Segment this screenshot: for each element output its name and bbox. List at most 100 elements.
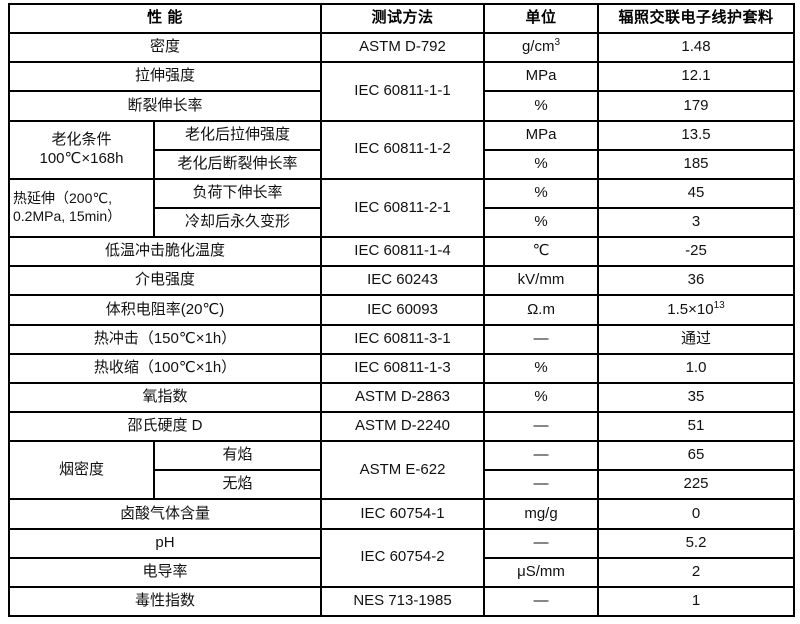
unit-cell: g/cm3 [483,32,600,64]
value-cell: 1.0 [597,352,796,384]
property-cell: 热冲击（150℃×1h） [7,323,323,355]
property-cell: 热收缩（100℃×1h） [7,352,323,384]
table-row: 电导率 μS/mm 2 [7,556,796,588]
value-cell: 1.5×1013 [597,294,796,326]
property-cell: 冷却后永久变形 [152,206,323,239]
method-cell: IEC 60811-1-1 [320,61,486,122]
property-cell: 老化后拉伸强度 [152,119,323,151]
property-cell: 电导率 [7,556,323,588]
method-cell: IEC 60811-3-1 [320,323,486,355]
value-cell: 13.5 [597,119,796,151]
properties-table: 性 能 测试方法 单位 辐照交联电子线护套料 密度 ASTM D-792 g/c… [7,2,796,618]
method-cell: IEC 60811-1-4 [320,236,486,268]
value-cell: 65 [597,440,796,472]
unit-cell: % [483,381,600,413]
value-cell: 1 [597,585,796,618]
group-label-line2: 0.2MPa, 15min） [13,207,122,224]
property-cell: 卤酸气体含量 [7,498,323,530]
unit-cell: — [483,440,600,472]
value-cell: 2 [597,556,796,588]
table-row: 毒性指数 NES 713-1985 — 1 [7,585,796,618]
value-cell: 12.1 [597,61,796,93]
table-row: 热冲击（150℃×1h） IEC 60811-3-1 — 通过 [7,323,796,355]
unit-superscript: 3 [554,37,561,49]
method-cell: IEC 60243 [320,265,486,297]
table-row: 断裂伸长率 % 179 [7,90,796,122]
unit-cell: ℃ [483,236,600,268]
unit-cell: % [483,90,600,122]
unit-cell: kV/mm [483,265,600,297]
unit-cell: Ω.m [483,294,600,326]
unit-base: g/cm [521,38,555,56]
unit-cell: μS/mm [483,556,600,588]
value-cell: 通过 [597,323,796,355]
table-row: 老化条件 100℃×168h 老化后拉伸强度 IEC 60811-1-2 MPa… [8,119,796,180]
method-cell: ASTM D-2863 [320,381,486,413]
value-cell: 3 [597,206,796,239]
property-cell: 拉伸强度 [7,61,323,93]
property-cell: 密度 [7,32,323,64]
method-cell: IEC 60811-1-2 [320,119,486,180]
table-row: 拉伸强度 IEC 60811-1-1 MPa 12.1 [7,61,796,122]
method-cell: IEC 60811-1-3 [320,352,486,384]
value-cell: 185 [597,148,796,180]
group-label-line1: 老化条件 [51,130,112,148]
property-cell: 负荷下伸长率 [152,177,323,209]
table-row: 氧指数 ASTM D-2863 % 35 [7,381,796,413]
unit-cell: — [483,323,600,355]
property-cell: 氧指数 [7,381,323,413]
table-row: 无焰 — 225 [9,469,796,501]
group-cell-aging: 老化条件 100℃×168h [8,119,155,180]
value-cell: 5.2 [597,527,796,559]
method-cell: IEC 60093 [320,294,486,326]
group-label-line2: 100℃×168h [39,149,124,167]
group-label-line1: 热延伸（200℃, [13,190,112,207]
method-cell: IEC 60811-2-1 [320,177,486,239]
unit-cell: MPa [483,61,600,93]
group-cell-hot-set: 热延伸（200℃, 0.2MPa, 15min） [8,177,155,239]
unit-cell: — [483,527,600,559]
method-cell: ASTM D-792 [320,32,486,64]
value-cell: 225 [597,469,796,501]
value-cell: 35 [597,381,796,413]
method-cell: IEC 60754-2 [320,527,486,588]
method-cell: ASTM E-622 [320,440,486,501]
table-row: 老化后断裂伸长率 % 185 [9,148,796,180]
col-header-method: 测试方法 [320,2,486,35]
value-cell: 1.48 [597,32,796,64]
unit-cell: % [483,206,600,239]
unit-cell: — [483,469,600,501]
table-row: 密度 ASTM D-792 g/cm3 1.48 [7,32,796,64]
table-row: 体积电阻率(20℃) IEC 60093 Ω.m 1.5×1013 [7,294,796,326]
unit-cell: % [483,148,600,180]
table-row: 冷却后永久变形 % 3 [9,206,796,239]
method-cell: NES 713-1985 [320,585,486,618]
value-base: 1.5×10 [667,300,714,318]
unit-cell: — [483,410,600,443]
property-cell: 毒性指数 [7,585,323,618]
property-cell: 有焰 [152,440,323,472]
table-row: 热延伸（200℃, 0.2MPa, 15min） 负荷下伸长率 IEC 6081… [8,177,796,239]
col-header-property: 性 能 [7,2,323,35]
property-cell: 介电强度 [7,265,323,297]
table-row: 卤酸气体含量 IEC 60754-1 mg/g 0 [7,498,796,530]
method-cell: IEC 60754-1 [320,498,486,530]
property-cell: 低温冲击脆化温度 [7,236,323,268]
table-row: 低温冲击脆化温度 IEC 60811-1-4 ℃ -25 [7,236,796,268]
unit-cell: mg/g [483,498,600,530]
table-row: 介电强度 IEC 60243 kV/mm 36 [7,265,796,297]
table-row: 邵氏硬度 D ASTM D-2240 — 51 [7,410,796,443]
property-cell: 断裂伸长率 [7,90,323,122]
method-cell: ASTM D-2240 [320,410,486,443]
unit-cell: MPa [483,119,600,151]
header-row: 性 能 测试方法 单位 辐照交联电子线护套料 [7,2,796,35]
value-cell: 36 [597,265,796,297]
property-cell: 无焰 [152,469,323,501]
property-cell: 邵氏硬度 D [7,410,323,443]
col-header-unit: 单位 [483,2,600,35]
unit-cell: % [483,177,600,209]
unit-cell: — [483,585,600,618]
value-cell: 51 [597,410,796,443]
table-row: 烟密度 有焰 ASTM E-622 — 65 [8,440,796,501]
